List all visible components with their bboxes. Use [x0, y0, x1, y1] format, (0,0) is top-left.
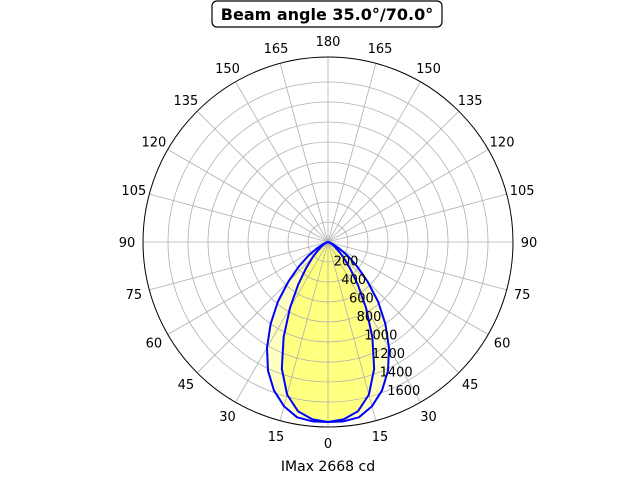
- angle-tick-label: 165: [264, 42, 289, 57]
- radial-gridline: [247, 161, 409, 323]
- radial-gridline: [207, 121, 449, 363]
- radial-tick-label: 1200: [372, 347, 405, 362]
- polar-frame: [142, 56, 514, 428]
- angle-tick-label: 90: [119, 236, 136, 251]
- radial-tick-label: 1400: [380, 365, 413, 380]
- x-axis-label: IMax 2668 cd: [281, 459, 375, 475]
- angle-gridline: [327, 241, 377, 421]
- angle-gridline: [235, 81, 329, 243]
- angle-gridline: [149, 193, 329, 243]
- angle-tick-label: 180: [316, 35, 341, 50]
- angle-tick-label: 15: [268, 430, 285, 445]
- angle-tick-label: 150: [416, 62, 441, 77]
- angle-gridline: [327, 63, 377, 243]
- radial-tick-label: 1000: [364, 328, 397, 343]
- radial-tick-label: 400: [341, 273, 366, 288]
- curve-layer: [266, 241, 390, 423]
- radial-gridline: [267, 181, 389, 303]
- angle-tick-label: 45: [178, 378, 195, 393]
- angle-tick-label: 75: [126, 288, 143, 303]
- label-layer: 0 15 30 45 60 75 90 105 120 135 150 165 180 165 150 135…: [119, 35, 538, 452]
- angle-tick-label: 90: [521, 236, 538, 251]
- angle-tick-label: 45: [462, 378, 479, 393]
- angle-gridline: [279, 63, 329, 243]
- angle-gridline: [167, 149, 329, 243]
- radial-tick-label: 200: [334, 254, 359, 269]
- angle-tick-label: 120: [490, 136, 515, 151]
- angle-tick-label: 60: [494, 337, 511, 352]
- angle-tick-label: 30: [420, 410, 437, 425]
- title-box: Beam angle 35.0°/70.0°: [211, 0, 443, 28]
- curve-inner: [280, 241, 376, 423]
- angle-gridline: [327, 110, 460, 243]
- radial-gridline: [187, 101, 469, 383]
- angle-tick-label: 120: [142, 136, 167, 151]
- radial-gridline: [227, 141, 429, 343]
- radial-gridline: [307, 221, 349, 263]
- angle-tick-label: 135: [173, 94, 198, 109]
- angle-tick-label: 135: [458, 94, 483, 109]
- angle-gridline: [327, 241, 489, 335]
- angle-gridline: [279, 241, 329, 421]
- radial-tick-label: 600: [349, 291, 374, 306]
- radial-tick-label: 1600: [387, 384, 420, 399]
- angle-gridline: [327, 241, 421, 403]
- angle-tick-label: 0: [324, 437, 332, 452]
- angle-gridline: [327, 241, 507, 291]
- angle-tick-label: 105: [510, 184, 535, 199]
- angle-gridline: [327, 149, 489, 243]
- angle-gridline: [327, 241, 460, 374]
- angle-tick-label: 30: [219, 410, 236, 425]
- angle-tick-label: 60: [146, 337, 163, 352]
- angle-tick-label: 105: [121, 184, 146, 199]
- angle-gridline: [235, 241, 329, 403]
- angle-gridline: [327, 193, 507, 243]
- angle-tick-label: 75: [514, 288, 531, 303]
- angle-tick-label: 150: [215, 62, 240, 77]
- title-frame: [211, 0, 443, 28]
- radial-tick-label: 800: [357, 310, 382, 325]
- angle-tick-label: 15: [372, 430, 389, 445]
- angle-gridline: [196, 110, 329, 243]
- radial-gridline: [167, 81, 489, 403]
- grid-layer: [142, 56, 514, 428]
- angle-gridline: [327, 81, 421, 243]
- angle-gridline: [149, 241, 329, 291]
- angle-gridline: [167, 241, 329, 335]
- chart-title: Beam angle 35.0°/70.0°: [221, 5, 433, 24]
- radial-gridline: [287, 201, 369, 283]
- angle-gridline: [196, 241, 329, 374]
- angle-tick-label: 165: [368, 42, 393, 57]
